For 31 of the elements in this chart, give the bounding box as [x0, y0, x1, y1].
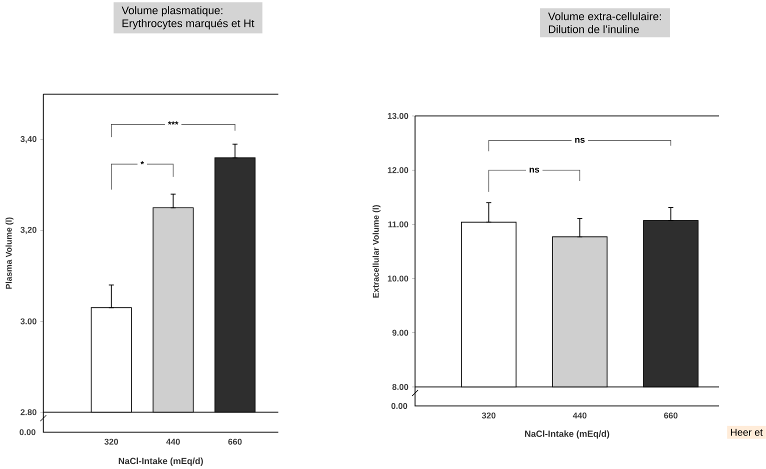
x-tick-label: 440	[572, 412, 587, 418]
y-axis-title: Extracellular Volume (l)	[372, 205, 380, 298]
chart-title: Volume extra-cellulaire:	[548, 12, 661, 20]
text: 0.00	[391, 402, 408, 409]
y-tick-label: 2.80	[20, 409, 36, 416]
y-tick-label: 3,40	[20, 136, 36, 144]
annotation: *	[140, 160, 144, 164]
text: 0.00	[20, 429, 36, 436]
y-tick-label: 10.00	[388, 275, 408, 282]
y-tick-label: 9.00	[392, 330, 408, 336]
x-axis-title: NaCl-Intake (mEq/d)	[118, 457, 203, 466]
y-axis-title: Plasma Volume (l)	[6, 217, 14, 289]
y-tick-label: 12.00	[388, 167, 408, 174]
y-tick-label: 13.00	[388, 112, 408, 119]
y-tick-label: 3.00	[20, 318, 36, 324]
annotation: ***	[168, 121, 178, 125]
annotation: ns	[575, 138, 585, 143]
y-tick-label: 8.00	[392, 384, 408, 390]
y-tick-label: 11.00	[388, 221, 408, 228]
x-tick-label: 320	[104, 438, 118, 445]
x-tick-label: 320	[482, 412, 496, 418]
chart-subtitle: Erythrocytes marqués et Ht	[122, 18, 254, 30]
x-tick-label: 660	[664, 412, 678, 418]
y-tick-label: 3,20	[20, 226, 36, 234]
annotation: ns	[530, 168, 540, 173]
x-axis-title: NaCl-Intake (mEq/d)	[525, 430, 610, 439]
x-tick-label: 660	[228, 438, 242, 445]
chart-title: Volume plasmatique:	[122, 6, 222, 16]
chart-subtitle: Dilution de l’inuline	[548, 25, 639, 34]
text: Heer et	[730, 428, 763, 436]
x-tick-label: 440	[166, 438, 180, 445]
